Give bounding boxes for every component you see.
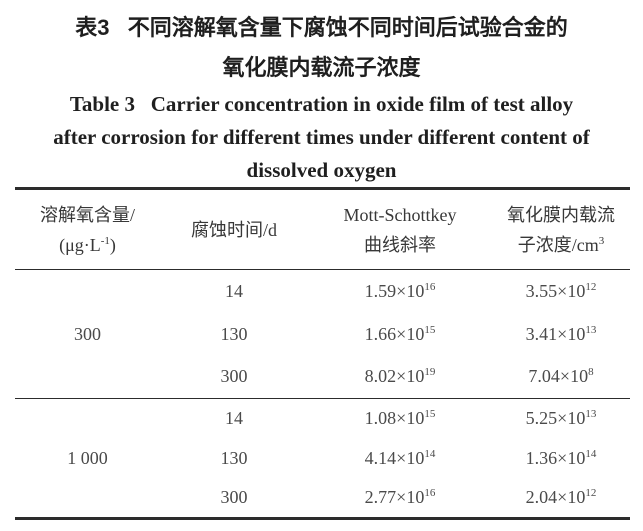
cell-concentration: 2.04×1012 [525, 487, 597, 508]
cell-corrosion-time: 300 [220, 366, 248, 387]
header-dissolved-oxygen-line1: 溶解氧含量/ [39, 204, 135, 225]
header-corrosion-time: 腐蚀时间/d [160, 188, 308, 270]
table-row: 300 14 1.59×1016 3.55×1012 [15, 270, 630, 344]
cell-slope: 4.14×1014 [364, 448, 436, 468]
header-row: 溶解氧含量/ (μg·L-1) 腐蚀时间/d Mott-Schottkey 曲线… [15, 188, 630, 270]
header-mott-schottkey-slope: Mott-Schottkey 曲线斜率 [308, 188, 492, 270]
cell-slope: 2.77×1016 [364, 487, 436, 508]
cell-slope: 1.66×1015 [364, 323, 436, 344]
cell-concentration: 5.25×1013 [492, 398, 630, 439]
cell-oxygen-content: 1 000 [15, 398, 160, 519]
header-mott-schottkey-line2: 曲线斜率 [364, 234, 436, 255]
table-row: 1 000 14 1.08×1015 5.25×1013 [15, 398, 630, 519]
header-dissolved-oxygen-unit: (μg·L-1) [59, 234, 116, 255]
table-caption-zh-line2: 氧化膜内载流子浓度 [222, 55, 421, 80]
cell-slope: 8.02×1019 [364, 366, 436, 387]
header-carrier-concentration: 氧化膜内载流 子浓度/cm3 [492, 188, 630, 270]
cell-corrosion-time: 14 [225, 280, 243, 301]
table-row: 300 8.02×1019 7.04×108 [15, 356, 630, 399]
table-row: 300 2.77×1016 2.04×1012 [15, 479, 630, 519]
cell-slope: 1.59×1016 [364, 280, 436, 301]
header-carrier-concentration-line2: 子浓度/cm3 [517, 234, 605, 255]
cell-concentration: 3.55×1012 [525, 280, 597, 301]
cell-corrosion-time: 14 [160, 398, 308, 439]
table-caption-en-line3: dissolved oxygen [246, 158, 397, 182]
header-carrier-concentration-line1: 氧化膜内载流 [507, 204, 615, 225]
table-caption-en-line2: after corrosion for different times unde… [53, 125, 590, 149]
cell-concentration: 7.04×108 [528, 366, 594, 387]
table-caption-zh-line1: 表3 不同溶解氧含量下腐蚀不同时间后试验合金的 [75, 15, 568, 40]
cell-oxygen-content: 300 [74, 323, 101, 344]
cell-corrosion-time: 300 [220, 487, 248, 508]
header-mott-schottkey-line1: Mott-Schottkey [343, 204, 457, 225]
table-row: 130 4.14×1014 1.36×1014 [15, 439, 630, 479]
cell-corrosion-time: 130 [220, 323, 248, 344]
header-dissolved-oxygen: 溶解氧含量/ (μg·L-1) [15, 188, 160, 270]
cell-slope: 1.08×1015 [308, 398, 492, 439]
table-caption-en-line1: Table 3 Carrier concentration in oxide f… [69, 92, 574, 116]
cell-concentration: 1.36×1014 [525, 448, 597, 468]
cell-concentration: 3.41×1013 [525, 323, 597, 344]
table-row: 130 1.66×1015 3.41×1013 [15, 313, 630, 356]
data-table: 溶解氧含量/ (μg·L-1) 腐蚀时间/d Mott-Schottkey 曲线… [15, 187, 630, 520]
cell-corrosion-time: 130 [220, 448, 248, 468]
